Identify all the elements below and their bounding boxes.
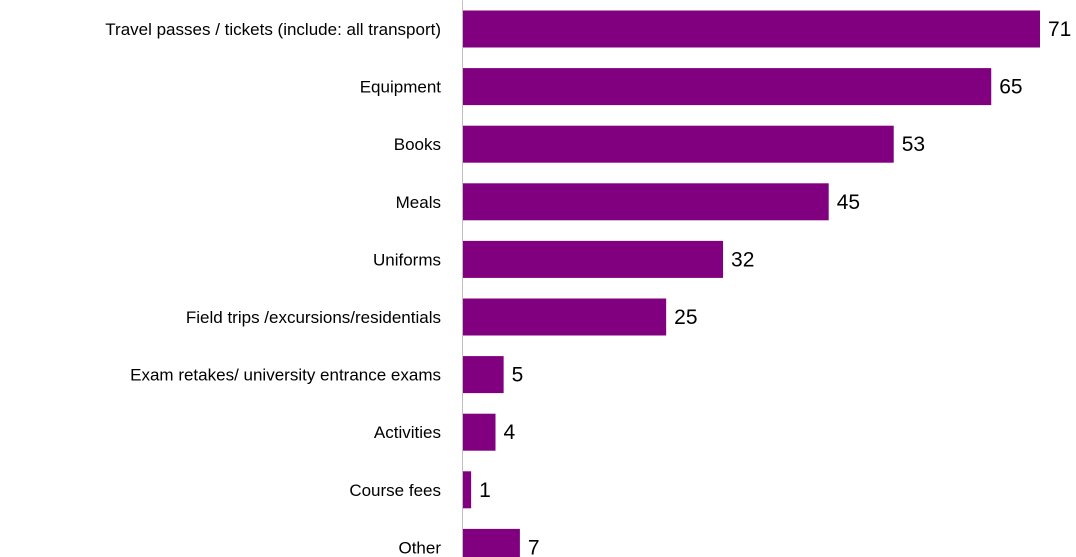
category-label: Books <box>394 135 441 154</box>
bar <box>463 471 472 509</box>
bar <box>463 298 667 336</box>
category-label: Course fees <box>349 481 441 500</box>
bar <box>463 68 992 106</box>
value-label: 71 <box>1048 18 1071 41</box>
bar <box>463 413 496 451</box>
value-label: 65 <box>999 76 1022 99</box>
value-label: 32 <box>731 248 754 271</box>
value-label: 25 <box>674 306 697 329</box>
bar <box>463 528 520 557</box>
category-label: Activities <box>374 423 441 442</box>
category-label: Equipment <box>360 78 442 97</box>
category-label: Field trips /excursions/residentials <box>186 308 441 327</box>
bar <box>463 356 504 394</box>
value-labels-group: 71 65 53 45 32 25 5 4 1 7 <box>479 18 1071 557</box>
bar <box>463 10 1040 48</box>
value-label: 53 <box>902 133 925 156</box>
bar <box>463 240 724 278</box>
category-label: Uniforms <box>373 250 441 269</box>
value-label: 1 <box>479 479 491 502</box>
value-label: 45 <box>837 191 860 214</box>
category-label: Meals <box>396 193 441 212</box>
category-label: Travel passes / tickets (include: all tr… <box>105 20 441 39</box>
value-label: 5 <box>512 364 524 387</box>
bars-group <box>463 10 1040 557</box>
bar <box>463 125 894 163</box>
bar <box>463 183 829 221</box>
value-label: 4 <box>504 421 516 444</box>
category-label: Other <box>398 538 441 557</box>
category-labels-group: Travel passes / tickets (include: all tr… <box>105 20 441 557</box>
category-label: Exam retakes/ university entrance exams <box>130 366 441 385</box>
value-label: 7 <box>528 536 540 557</box>
